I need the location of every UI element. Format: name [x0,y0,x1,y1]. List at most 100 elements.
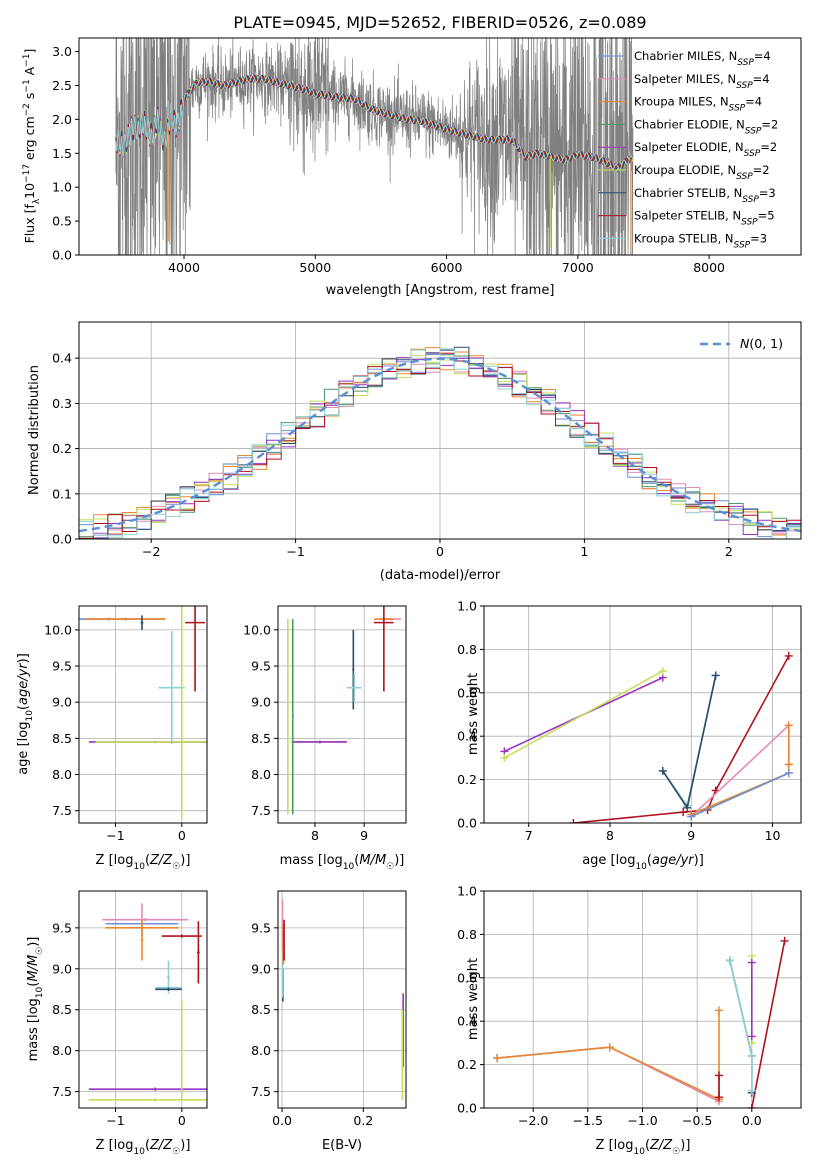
legend-label-part: SSP [737,58,754,68]
y-tick-label: 0.0 [457,816,477,831]
x-axis-label: E(B-V) [322,1138,362,1153]
y-tick-label: 0.8 [457,642,477,657]
legend-label: N(0, 1) [740,336,783,351]
y-axis-label: mass [log10(M/M☉)] [26,937,45,1062]
x-axis-label-part: ( [647,853,652,868]
legend-label-part: =2 [760,140,777,154]
y-tick-label: 7.5 [52,1084,72,1099]
y-axis-label-part: −17 [22,164,32,183]
y-axis-label-part: s [22,93,37,104]
axes-weight_vs_age: 7 8 9 10 0.0 0.2 0.4 0.6 0.8 1.0 [457,599,802,843]
x-tick-label: 8 [311,828,319,843]
y-tick-label: 0.0 [52,248,72,263]
x-axis-label-part: ☉ [172,1147,180,1157]
weight-line-kroupa-stelib [729,960,753,1091]
y-axis-label-part: ] [22,49,37,54]
x-axis-label-part: age [log [582,853,635,868]
legend-label-part: SSP [736,172,753,182]
axes-frame [78,890,208,1109]
x-axis-label-part: 10 [633,1147,645,1157]
x-tick-label: 0.2 [353,1113,373,1128]
x-axis-label-part: Z [log [596,1138,634,1153]
x-axis-label-part: mass [log [280,853,343,868]
axes-frame [483,605,802,824]
legend-label: Kroupa ELODIE, NSSP=2 [634,163,770,182]
x-axis-label-part: age/yr [652,853,695,868]
y-tick-label: 2.5 [52,78,72,93]
legend-label: Chabrier ELODIE, NSSP=2 [634,117,778,136]
x-tick-label: 5000 [299,260,331,275]
weight-marker [747,958,756,967]
x-axis-label: wavelength [Angstrom, rest frame] [326,283,555,298]
legend-label: Salpeter ELODIE, NSSP=2 [634,140,777,159]
y-tick-label: 9.5 [52,920,72,935]
axes-mass_vs_z: −1 0 7.5 8.0 8.5 9.0 9.5 [52,890,208,1128]
x-axis-label: (data-model)/error [380,568,501,583]
y-tick-label: 0.4 [52,351,72,366]
y-tick-label: 0.8 [457,927,477,942]
y-tick-label: 2.0 [52,112,72,127]
y-axis-label-part: Flux [f [22,204,37,244]
weight-marker [658,667,667,676]
y-axis-label-part: −1 [22,79,32,92]
x-axis-label-part: Z [log [96,1138,134,1153]
x-tick-label: 0 [178,828,186,843]
y-axis-label-part: age/yr [16,662,31,705]
axes-frame [277,605,407,824]
x-axis-label-part: )] [180,853,190,868]
axes-residuals: −2 −1 0 1 2 0.0 0.1 0.2 0.3 0.4 N(0, 1) (data-model… [27,321,802,583]
y-tick-label: 9.0 [251,961,271,976]
legend-label-part: =3 [750,231,767,245]
y-tick-label: 1.0 [52,180,72,195]
y-tick-label: 0.4 [457,729,477,744]
plot-area-age_vs_z [79,606,207,823]
legend-label-part: =2 [753,163,770,177]
plot-area-mass_vs_ebv [278,891,406,1108]
model-line-salpeter-stelib [115,74,634,171]
y-tick-label: 10.0 [44,622,72,637]
legend-label-part: SSP [741,218,758,228]
y-tick-label: 8.5 [52,731,72,746]
lower-axis-labels: Z [log10(Z/Z☉)] mass [log10(M/M☉)] age [lo… [16,653,704,1157]
x-tick-label: 0 [178,1113,186,1128]
plot-area-mass_vs_z [79,891,207,1108]
y-axis-label-part: −2 [22,103,32,116]
x-axis-label-part: Z [log [96,853,134,868]
y-tick-label: 0.0 [457,1101,477,1116]
weight-marker [715,1006,724,1015]
y-axis-label-part: ( [26,982,41,987]
x-tick-label: 9 [360,828,368,843]
plot-area-weight_vs_z [484,891,801,1108]
x-axis-label: Z [log10(Z/Z☉)] [596,1138,691,1157]
legend-label-part: SSP [736,81,753,91]
weight-line-salpeter-stelib [751,940,786,1108]
x-tick-label: −0.5 [682,1113,712,1128]
x-axis-label-part: ☉ [672,1147,680,1157]
y-axis-label: mass weight [466,958,481,1040]
y-tick-label: 0.3 [52,396,72,411]
legend-label-part: SSP [744,149,761,159]
y-axis-label: age [log10(age/yr)] [16,653,35,775]
weight-marker [679,808,688,817]
y-tick-label: 0.0 [52,532,72,547]
legend-label-part: SSP [729,104,746,114]
legend-label-part: Kroupa STELIB, N [634,231,734,245]
x-axis-label-part: 10 [343,862,355,872]
normal-curve [79,357,801,533]
legend-label-part: Chabrier ELODIE, N [634,117,745,131]
y-axis-label-part: M/M [26,955,41,982]
y-tick-label: 9.0 [52,695,72,710]
x-tick-label: 0.0 [272,1113,292,1128]
axes-frame [277,890,407,1109]
weight-line-chabrier-miles [690,772,790,818]
weight-marker [747,1104,756,1108]
weight-marker [605,1043,614,1052]
x-tick-label: 2 [725,544,733,559]
weight-marker [493,1054,502,1063]
x-axis-label-part: Z/Z [649,1138,673,1153]
y-tick-label: 1.5 [52,146,72,161]
x-axis-label: Z [log10(Z/Z☉)] [96,853,191,872]
weight-marker [784,721,793,730]
legend-label-part: =5 [758,209,775,223]
weight-marker [711,671,720,680]
